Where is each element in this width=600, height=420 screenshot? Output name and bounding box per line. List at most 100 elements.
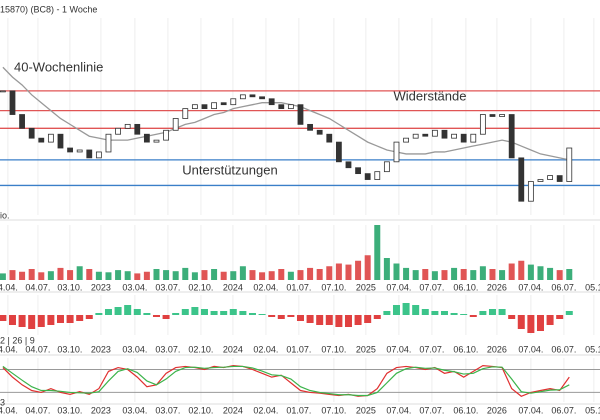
candle [67, 147, 73, 153]
volume-bar [518, 260, 525, 280]
candle [422, 133, 429, 137]
candle [19, 114, 25, 129]
macd-bar [239, 311, 247, 315]
candle [76, 149, 83, 153]
x-tick-label: 07.10. [321, 405, 346, 415]
volume-bar [393, 263, 400, 280]
x-tick-label: 2023 [91, 282, 111, 292]
candle [345, 161, 352, 169]
x-tick-label: 2025 [356, 405, 376, 415]
x-tick-label: 2024 [223, 282, 243, 292]
macd-bar [479, 311, 487, 315]
volume-bar [508, 263, 515, 280]
x-tick-label: 02.10. [188, 405, 213, 415]
candle [0, 90, 6, 93]
candle [297, 104, 304, 125]
volume-bar [105, 272, 112, 280]
x-tick-label: 07.04. [518, 344, 543, 354]
volume-bar [143, 271, 150, 280]
candle [9, 90, 16, 115]
candle [182, 108, 189, 119]
candle [28, 127, 35, 139]
macd-bar [335, 315, 343, 327]
volume-bar [403, 267, 410, 280]
volume-bar [316, 269, 323, 280]
x-tick-label: 03.10. [57, 344, 82, 354]
candle [47, 133, 54, 143]
candle [105, 133, 112, 153]
candle [230, 98, 237, 106]
candle [556, 175, 563, 182]
macd-bar [383, 311, 391, 315]
candle [547, 175, 553, 180]
x-tick-label: 2025 [356, 344, 376, 354]
candle [316, 129, 323, 135]
candle [57, 133, 64, 149]
macd-bar [229, 309, 237, 315]
x-tick-label: 04.07. [25, 344, 50, 354]
macd-bar [162, 315, 170, 319]
macd-bar [565, 311, 573, 315]
macd-bar [143, 313, 151, 315]
macd-bar [66, 315, 74, 323]
macd-bar [344, 315, 352, 327]
volume-bar [134, 273, 141, 280]
macd-bar [373, 315, 381, 319]
volume-bar [499, 270, 506, 280]
volume-bar [201, 270, 208, 280]
macd-bar [498, 309, 506, 315]
macd-bar [37, 315, 45, 327]
x-tick-label: 02.04. [253, 405, 278, 415]
x-tick-label: 07.04. [518, 405, 543, 415]
x-tick-label: 4.04. [0, 344, 18, 354]
x-tick-label: 05.1 [585, 282, 600, 292]
x-tick-label: 02.04. [253, 282, 278, 292]
macd-bar [181, 309, 189, 315]
volume-bar [38, 272, 45, 280]
x-tick-label: 02.10. [188, 344, 213, 354]
volume-bar [124, 271, 131, 280]
x-tick-label: 03.04. [122, 344, 147, 354]
volume-bar [249, 270, 256, 280]
stochastic-line [2, 365, 570, 397]
volume-bar [76, 266, 83, 280]
macd-bar [517, 315, 525, 329]
moving-average [2, 66, 570, 161]
volume-bar [182, 267, 189, 280]
x-tick-label: 07.07. [419, 282, 444, 292]
stochastic-line [2, 365, 570, 397]
macd-bar [325, 315, 333, 325]
volume-bar [287, 271, 294, 280]
volume-bar [239, 266, 246, 280]
volume-bar [278, 269, 285, 280]
candle [249, 94, 256, 98]
x-tick-label: 02.10. [188, 282, 213, 292]
x-tick-label: 05.1 [585, 405, 600, 415]
x-tick-label: 06.10. [453, 344, 478, 354]
x-tick-label: 2025 [356, 282, 376, 292]
x-tick-label: 06.07. [551, 344, 576, 354]
candle [326, 133, 333, 143]
volume-bar [547, 267, 554, 280]
volume-bar [47, 271, 54, 280]
macd-bar [421, 309, 429, 315]
candle [412, 133, 419, 139]
volume-bar [163, 270, 170, 280]
candle [364, 173, 371, 180]
macd-bar [306, 315, 314, 323]
candle [431, 129, 438, 137]
volume-bar [57, 267, 64, 280]
x-tick-label: 07.07. [419, 344, 444, 354]
volume-bar [297, 270, 304, 280]
macd-bar [412, 305, 420, 315]
volume-bar [259, 272, 266, 280]
macd-bar [488, 309, 496, 315]
volume-bar [19, 271, 26, 280]
candle [307, 123, 313, 131]
x-tick-label: 03.04. [122, 405, 147, 415]
panel-label: io. [0, 210, 10, 220]
x-tick-label: 03.10. [57, 282, 82, 292]
macd-bar [0, 315, 7, 321]
candle [143, 133, 150, 143]
